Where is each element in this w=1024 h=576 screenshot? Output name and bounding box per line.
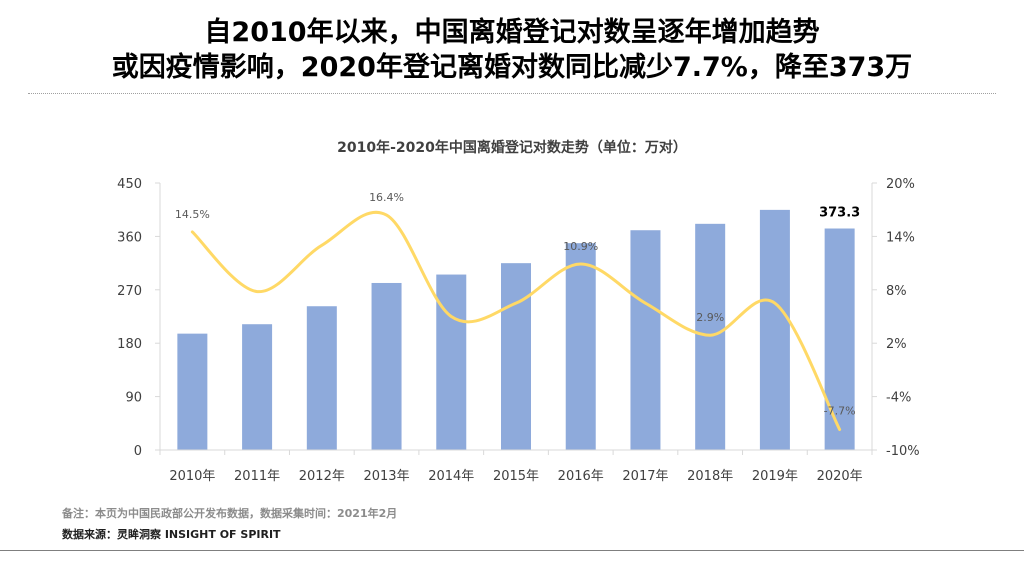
y-left-tick-label: 360 (117, 230, 142, 245)
y-left-tick-label: 270 (117, 284, 142, 299)
bar-data-label: 373.3 (819, 206, 860, 221)
bar-2015年 (501, 263, 531, 450)
x-tick-label: 2010年 (169, 469, 215, 484)
bar-2010年 (177, 333, 208, 450)
line-data-label: 14.5% (175, 208, 210, 221)
x-tick-label: 2017年 (622, 469, 668, 484)
x-tick-label: 2011年 (234, 469, 280, 484)
y-right-tick-label: 20% (886, 177, 915, 192)
line-data-label: 16.4% (369, 191, 404, 204)
growth-line-layer (190, 210, 842, 432)
chart-title: 2010年-2020年中国离婚登记对数走势（单位：万对） (337, 139, 687, 156)
headline-line-2: 或因疫情影响，2020年登记离婚对数同比减少7.7%，降至373万 (111, 52, 913, 83)
bar-2019年 (759, 209, 790, 450)
line-data-label: -7.7% (824, 405, 856, 418)
y-right-tick-label: -10% (886, 444, 920, 459)
y-left-tick-label: 0 (134, 444, 142, 459)
bar-2020年 (824, 228, 855, 450)
bar-2012年 (306, 306, 337, 450)
y-right-tick-label: 14% (886, 230, 915, 245)
bar-2014年 (436, 274, 467, 450)
line-data-label: 2.9% (696, 311, 724, 324)
bar-2013年 (371, 282, 402, 450)
bars-layer (177, 209, 855, 450)
bar-2018年 (695, 223, 726, 450)
x-tick-label: 2012年 (299, 469, 345, 484)
bar-2017年 (630, 230, 661, 450)
x-tick-label: 2019年 (752, 469, 798, 484)
y-left-tick-label: 90 (125, 391, 142, 406)
chart: 2010年-2020年中国离婚登记对数走势（单位：万对） 0 90 180 270 36… (117, 139, 919, 484)
headline-line-1: 自2010年以来，中国离婚登记对数呈逐年增加趋势 (204, 17, 820, 48)
footer-divider (0, 550, 1024, 551)
header-divider (28, 93, 996, 94)
data-source: 数据来源：灵眸洞察 INSIGHT OF SPIRIT (62, 528, 281, 541)
x-tick-label: 2014年 (428, 469, 474, 484)
growth-line (190, 210, 842, 432)
y-right-tick-label: 2% (886, 337, 907, 352)
x-tick-label: 2013年 (363, 469, 409, 484)
y-left-tick-label: 450 (117, 177, 142, 192)
data-labels-layer: 14.5% 16.4% 10.9% 2.9% -7.7% 373.3 (175, 191, 860, 417)
x-tick-label: 2015年 (493, 469, 539, 484)
x-tick-label: 2020年 (817, 469, 863, 484)
y-right-tick-label: -4% (886, 391, 911, 406)
footnote: 备注：本页为中国民政部公开发布数据，数据采集时间：2021年2月 (62, 507, 398, 520)
x-tick-label: 2018年 (687, 469, 733, 484)
bar-2011年 (242, 324, 273, 450)
bar-2016年 (565, 243, 596, 450)
line-data-label: 10.9% (563, 240, 598, 253)
y-left-tick-label: 180 (117, 337, 142, 352)
x-tick-label: 2016年 (558, 469, 604, 484)
y-right-tick-label: 8% (886, 284, 907, 299)
axes-layer: 0 90 180 270 360 450 -10% -4% 2% 8% 14% 20% 2010年 201… (117, 177, 919, 484)
